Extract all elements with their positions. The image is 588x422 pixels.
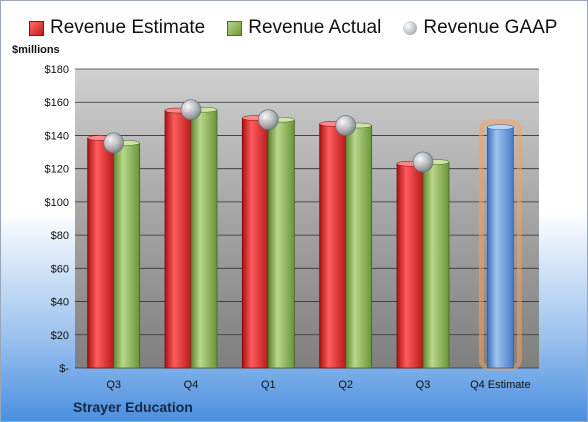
legend-label-gaap: Revenue GAAP (423, 17, 558, 38)
point-revenue-gaap (257, 109, 279, 131)
point-revenue-gaap (103, 132, 125, 154)
x-tick-label: Q1 (261, 379, 276, 391)
y-tick-label: $160 (45, 97, 69, 109)
bar-revenue-estimate (319, 123, 347, 369)
bar-revenue-estimate (87, 137, 115, 369)
point-revenue-gaap (412, 151, 434, 173)
y-tick-label: $40 (51, 297, 69, 309)
bars (87, 99, 522, 371)
y-tick-label: $120 (45, 164, 69, 176)
y-tick-label: $180 (45, 64, 69, 76)
legend-item-gaap: Revenue GAAP (403, 17, 557, 39)
bar-revenue-estimate (241, 117, 269, 369)
legend-swatch-gaap (403, 21, 418, 35)
point-revenue-gaap (180, 99, 202, 121)
legend-label-actual: Revenue Actual (248, 17, 382, 38)
legend-item-estimate: Revenue Estimate (29, 17, 205, 39)
x-tick-label: Q3 (106, 379, 121, 391)
y-tick-label: $100 (45, 197, 69, 209)
x-tick-label: Q3 (416, 379, 431, 391)
bar-revenue-actual (190, 109, 218, 369)
bar-forecast (486, 126, 514, 369)
y-tick-label: $140 (45, 130, 69, 142)
bar-revenue-actual (267, 119, 295, 369)
bar-revenue-estimate (164, 110, 192, 369)
gridlines (75, 68, 539, 369)
y-tick-label: $80 (51, 230, 69, 242)
legend-label-estimate: Revenue Estimate (50, 17, 206, 38)
bar-revenue-actual (345, 125, 373, 369)
point-revenue-gaap (335, 115, 357, 136)
legend-swatch-actual (227, 20, 243, 36)
y-axis-units: $millions (12, 44, 60, 56)
chart-legend: Revenue Estimate Revenue Actual Revenue … (29, 17, 557, 39)
bar-revenue-actual (113, 142, 141, 369)
x-axis-ticks: Q3 Q4 Q1 Q2 Q3 Q4 Estimate (106, 379, 530, 391)
y-tick-label: $- (59, 363, 69, 375)
company-name: Strayer Education (73, 399, 193, 415)
x-tick-label: Q2 (338, 379, 353, 391)
bar-forecast-cap (487, 124, 514, 130)
y-axis-ticks: $- $20 $40 $60 $80 $100 $120 $140 $160 $180 (45, 64, 70, 375)
x-tick-label: Q4 (184, 379, 199, 391)
legend-item-actual: Revenue Actual (227, 17, 381, 39)
bar-revenue-estimate (396, 163, 424, 369)
y-tick-label: $60 (51, 263, 69, 275)
bar-revenue-actual (422, 161, 450, 369)
y-tick-label: $20 (51, 330, 69, 342)
legend-swatch-estimate (29, 20, 44, 36)
x-tick-label: Q4 Estimate (470, 379, 531, 391)
plot-area (75, 69, 539, 368)
